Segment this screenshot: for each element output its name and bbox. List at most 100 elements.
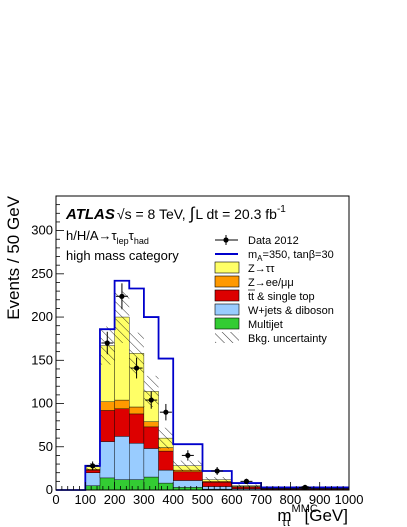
data-point — [133, 365, 140, 371]
data-point — [148, 397, 154, 403]
data-point — [214, 468, 220, 474]
top-bar — [129, 413, 145, 444]
channel-main: h/H/A→τ — [66, 228, 118, 243]
top-bar — [85, 469, 101, 473]
atlas-text: ATLAS — [65, 206, 115, 223]
wjets-bar — [172, 480, 203, 488]
data-point — [185, 452, 191, 459]
data-point — [243, 478, 250, 484]
uncertainty-band — [202, 477, 232, 483]
legend-data-label: Data 2012 — [248, 235, 299, 247]
multijet-bar — [129, 479, 145, 491]
top-bar — [172, 471, 203, 481]
channel-sub2: had — [134, 236, 149, 246]
legend-unc-swatch — [215, 332, 239, 343]
uncertainty-band — [114, 291, 130, 343]
data-points — [86, 283, 312, 491]
uncertainty-band — [173, 460, 203, 471]
top-bar — [202, 482, 232, 487]
x-tick-label: 200 — [104, 492, 126, 507]
zll-bar — [99, 401, 115, 411]
legend-unc-label: Bkg. uncertainty — [248, 333, 327, 345]
multijet-bar — [114, 479, 130, 491]
wjets-bar — [99, 441, 115, 479]
wjets-bar — [143, 448, 159, 478]
legend-zll-label: Z→ee/μμ — [248, 277, 294, 289]
signal-line — [56, 279, 349, 491]
x-tick-label: 700 — [250, 492, 272, 507]
wjets-bar — [158, 469, 174, 484]
uncertainty-band — [158, 427, 174, 449]
top-bar — [158, 450, 174, 471]
wjets-bar — [114, 436, 130, 480]
data-point — [90, 463, 96, 469]
svg-text:ATLAS√s = 8 TeV,∫L dt = 20.3 f: ATLAS √s = 8 TeV, ∫L dt = 20.3 fb-1 — [65, 204, 286, 223]
lumi-integral: ∫ — [189, 204, 196, 223]
top-bar — [231, 486, 262, 489]
multijet-bar — [85, 485, 101, 491]
uncertainty-band — [129, 332, 144, 375]
legend: Data 2012 mA=350, tanβ=30 Z→ττ Z→ee/μμ t… — [214, 235, 334, 345]
x-axis-title-sub: ττ — [282, 517, 291, 527]
top-bar — [143, 426, 159, 449]
x-axis-title: mMMC ττ [GeV] — [277, 503, 348, 527]
wjets-bar — [85, 472, 101, 486]
y-tick-label: 0 — [46, 482, 53, 497]
category-label: high mass category — [66, 248, 179, 263]
x-tick-label: 0 — [52, 492, 59, 507]
x-tick-label: 800 — [280, 492, 302, 507]
multijet-bar — [99, 477, 115, 491]
lumi-text: L dt = 20.3 fb — [195, 206, 277, 222]
channel-mid: τ — [129, 228, 135, 243]
x-tick-label: 100 — [74, 492, 96, 507]
y-tick-label: 300 — [31, 223, 53, 238]
y-axis-title: Events / 50 GeV — [4, 195, 23, 319]
legend-multijet-swatch — [214, 317, 240, 330]
x-tick-label: 900 — [309, 492, 331, 507]
legend-ztautau-label: Z→ττ — [248, 263, 275, 275]
top-bar — [99, 410, 115, 442]
y-tick-label: 100 — [31, 396, 53, 411]
legend-zll-swatch — [214, 275, 240, 288]
legend-multijet-label: Multijet — [248, 319, 283, 331]
x-axis-title-sup: MMC — [292, 503, 318, 515]
data-point — [302, 484, 308, 491]
uncertainty-band — [231, 484, 262, 487]
data-point — [104, 340, 110, 346]
zll-bar — [129, 406, 145, 415]
y-tick-label: 50 — [39, 439, 53, 454]
atlas-label: ATLAS √s = 8 TeV, ∫L dt = 20.3 fb-1 h/H/A→… — [65, 204, 286, 263]
legend-wjets-label: W+jets & diboson — [248, 305, 334, 317]
multijet-bar — [143, 476, 159, 491]
x-tick-label: 600 — [221, 492, 243, 507]
y-tick-label: 150 — [31, 352, 53, 367]
legend-signal-label: mA=350, tanβ=30 — [248, 249, 334, 263]
channel-sub1: lep — [117, 236, 129, 246]
y-axis: 0 50 100 150 200 250 300 — [31, 195, 64, 497]
legend-data-marker — [223, 237, 229, 243]
y-tick-label: 250 — [31, 266, 53, 281]
x-tick-label: 300 — [133, 492, 155, 507]
y-tick-label: 200 — [31, 309, 53, 324]
x-tick-label: 1000 — [335, 492, 364, 507]
multijet-bar — [158, 482, 174, 491]
x-tick-label: 500 — [192, 492, 214, 507]
legend-ztautau-swatch — [214, 261, 240, 274]
plot-area — [56, 279, 350, 491]
x-axis: 0 100 200 300 400 500 600 700 800 900 1000 — [52, 482, 363, 507]
svg-text:h/H/A→τlepτhad: h/H/A→τlepτhad — [66, 228, 149, 246]
x-tick-label: 400 — [162, 492, 184, 507]
wjets-bar — [129, 443, 145, 480]
lumi-sup: -1 — [277, 204, 286, 215]
x-axis-title-unit: [GeV] — [305, 506, 348, 525]
data-point — [119, 293, 125, 299]
legend-top-label: tt & single top — [248, 291, 315, 303]
energy-text: √s = 8 TeV, — [117, 206, 186, 222]
legend-wjets-swatch — [214, 303, 240, 316]
series-wjets — [85, 436, 350, 491]
x-axis-title-m: m — [277, 506, 291, 525]
top-bar — [114, 408, 130, 437]
wjets-bar — [202, 486, 232, 490]
